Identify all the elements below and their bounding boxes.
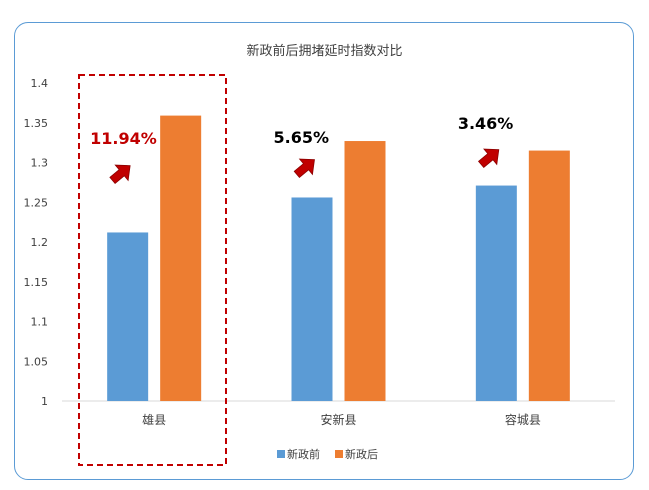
y-tick-label: 1.05 [24,355,49,368]
y-tick-label: 1 [41,395,48,408]
percentage-annotation: 3.46% [458,114,514,133]
bar-after [344,141,386,401]
y-tick-label: 1.35 [24,117,49,130]
x-tick-label: 雄县 [142,412,166,427]
y-tick-label: 1.15 [24,276,49,289]
percentage-annotation: 11.94% [90,129,157,148]
increase-arrow-icon [109,164,131,185]
x-tick-label: 容城县 [505,412,541,427]
y-tick-label: 1.4 [31,77,49,90]
y-tick-label: 1.2 [31,236,49,249]
percentage-annotation: 5.65% [274,128,330,147]
legend-label: 新政前 [287,447,320,461]
legend-label: 新政后 [345,447,378,461]
x-tick-label: 安新县 [320,412,356,427]
chart-title: 新政前后拥堵延时指数对比 [246,44,403,59]
bar-before [291,197,333,401]
bar-before [107,232,149,401]
bar-after [528,150,570,401]
legend-swatch [335,450,343,458]
legend-swatch [277,450,285,458]
y-tick-label: 1.1 [31,316,49,329]
increase-arrow-icon [478,148,500,169]
y-tick-label: 1.25 [24,196,49,209]
bar-after [160,115,202,401]
highlight-box [78,74,227,466]
y-tick-label: 1.3 [31,157,49,170]
increase-arrow-icon [293,158,315,179]
bar-before [475,185,517,401]
